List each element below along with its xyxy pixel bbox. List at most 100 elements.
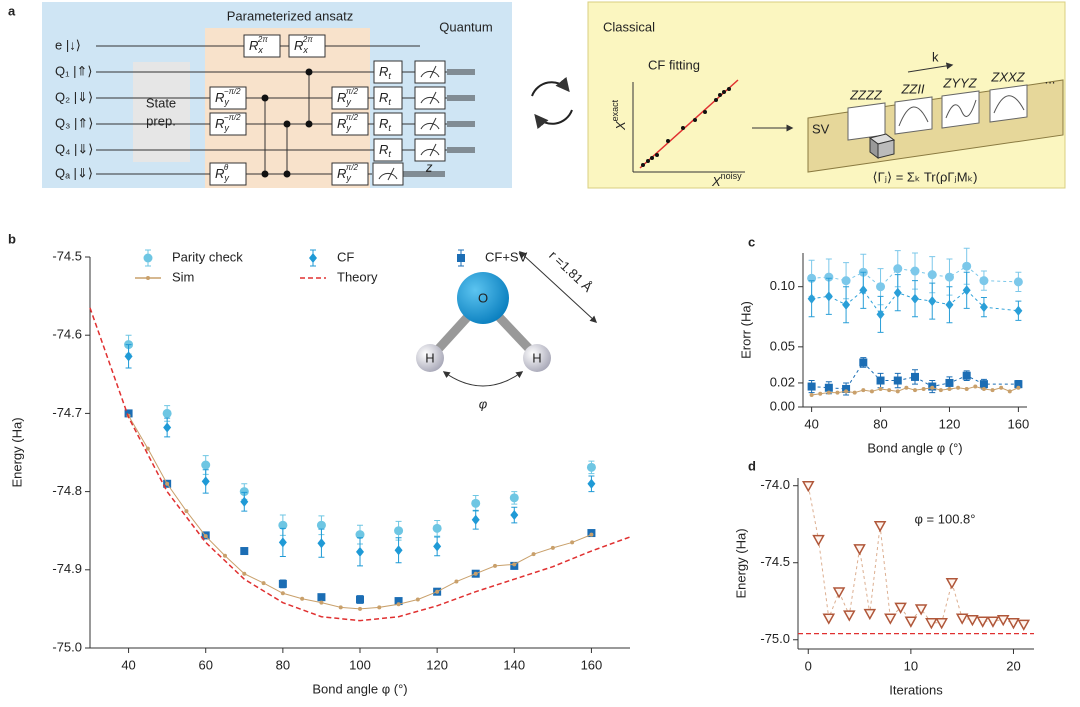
- cz-dot: [261, 170, 269, 178]
- gate-label: Ryθ: [215, 163, 229, 183]
- marker: [822, 613, 836, 625]
- marker: [165, 481, 170, 486]
- text-part: π/2: [346, 163, 359, 172]
- quantum-title: Quantum: [439, 19, 492, 34]
- gate-label: Rt: [379, 142, 391, 159]
- marker: [841, 276, 851, 286]
- marker: [377, 605, 382, 610]
- series-line: [89, 307, 631, 622]
- gate: [331, 86, 369, 110]
- marker: [278, 579, 287, 588]
- gate: [288, 34, 326, 58]
- y-tick-label: -74.5: [760, 554, 790, 569]
- marker: [261, 581, 266, 586]
- gate-label: Rx2π: [249, 35, 268, 55]
- marker: [394, 526, 404, 536]
- x-tick-label: 80: [873, 416, 887, 431]
- marker: [242, 571, 247, 576]
- gate: [209, 86, 247, 110]
- legend-label: CF: [337, 249, 354, 264]
- marker: [1007, 389, 1012, 394]
- marker: [1014, 305, 1023, 316]
- fit-xlabel: Xnoisy: [711, 171, 742, 189]
- panel-label: c: [748, 234, 755, 249]
- text-part: R: [337, 90, 346, 105]
- meter-needle: [387, 167, 395, 181]
- gate-label: Rx2π: [294, 35, 313, 55]
- marker: [878, 386, 883, 391]
- meter-needle: [429, 91, 437, 105]
- marker: [861, 388, 866, 393]
- marker: [873, 521, 887, 533]
- angle-label: φ: [479, 396, 488, 411]
- marker: [893, 264, 903, 274]
- x-tick-label: 80: [276, 657, 290, 672]
- cz-dot: [305, 120, 313, 128]
- marker: [911, 293, 919, 304]
- marker: [807, 382, 816, 391]
- atom-label: O: [478, 290, 488, 305]
- gate-label: Ryπ/2: [337, 113, 358, 133]
- marker: [473, 571, 478, 576]
- marker: [852, 390, 857, 395]
- annotation: φ = 100.8°: [915, 511, 976, 526]
- gate: [373, 112, 403, 136]
- legend-label: Parity check: [172, 249, 243, 264]
- observable-curves: [898, 95, 1025, 127]
- y-axis-label: Energy (Ha): [733, 528, 748, 598]
- text-part: noisy: [721, 171, 743, 181]
- marker: [859, 285, 868, 296]
- marker: [432, 523, 442, 533]
- gate: [331, 112, 369, 136]
- x-tick-label: 120: [939, 416, 961, 431]
- meter-needle: [429, 143, 437, 157]
- marker: [914, 604, 928, 616]
- marker: [300, 596, 305, 601]
- text-part: R: [249, 38, 258, 53]
- marker: [973, 384, 978, 389]
- marker: [394, 545, 403, 556]
- text-part: R: [337, 166, 346, 181]
- measurement: [414, 60, 446, 84]
- gate: [243, 34, 281, 58]
- marker: [317, 593, 326, 602]
- gate-label: Rt: [379, 116, 391, 133]
- sv-label: SV: [812, 121, 830, 136]
- text-part: t: [388, 71, 391, 81]
- gate-label: Rt: [379, 90, 391, 107]
- marker: [531, 552, 536, 557]
- ellipsis: ...: [1045, 71, 1056, 86]
- qubit-label: Q₄ |⇓⟩: [55, 141, 93, 156]
- marker: [278, 520, 288, 530]
- panel-label: d: [748, 458, 756, 473]
- x-tick-label: 60: [198, 657, 212, 672]
- y-tick-label: 0.10: [770, 278, 795, 293]
- marker: [317, 538, 326, 549]
- legend-label: CF+SV: [485, 249, 528, 264]
- x-axis-label: Bond angle φ (°): [867, 440, 962, 455]
- marker: [570, 540, 575, 545]
- marker: [1014, 380, 1023, 389]
- marker: [863, 608, 877, 621]
- y-tick-label: -74.7: [52, 405, 82, 420]
- measure-basis: z: [425, 159, 433, 174]
- x-tick-label: 0: [805, 658, 812, 673]
- marker: [223, 553, 227, 558]
- k-label: k: [932, 49, 939, 64]
- ansatz-title: Parameterized ansatz: [227, 8, 353, 23]
- marker: [509, 493, 519, 503]
- marker: [887, 388, 892, 393]
- marker: [999, 385, 1004, 390]
- marker: [910, 266, 920, 276]
- gate-label: Ryπ/2: [337, 87, 358, 107]
- marker: [809, 392, 814, 397]
- text-part: R: [337, 116, 346, 131]
- text-part: y: [345, 123, 351, 133]
- text-part: R: [379, 142, 388, 157]
- cube: [868, 133, 896, 159]
- marker: [964, 386, 969, 391]
- y-axis-label: Energy (Ha): [9, 417, 24, 487]
- marker: [824, 291, 833, 302]
